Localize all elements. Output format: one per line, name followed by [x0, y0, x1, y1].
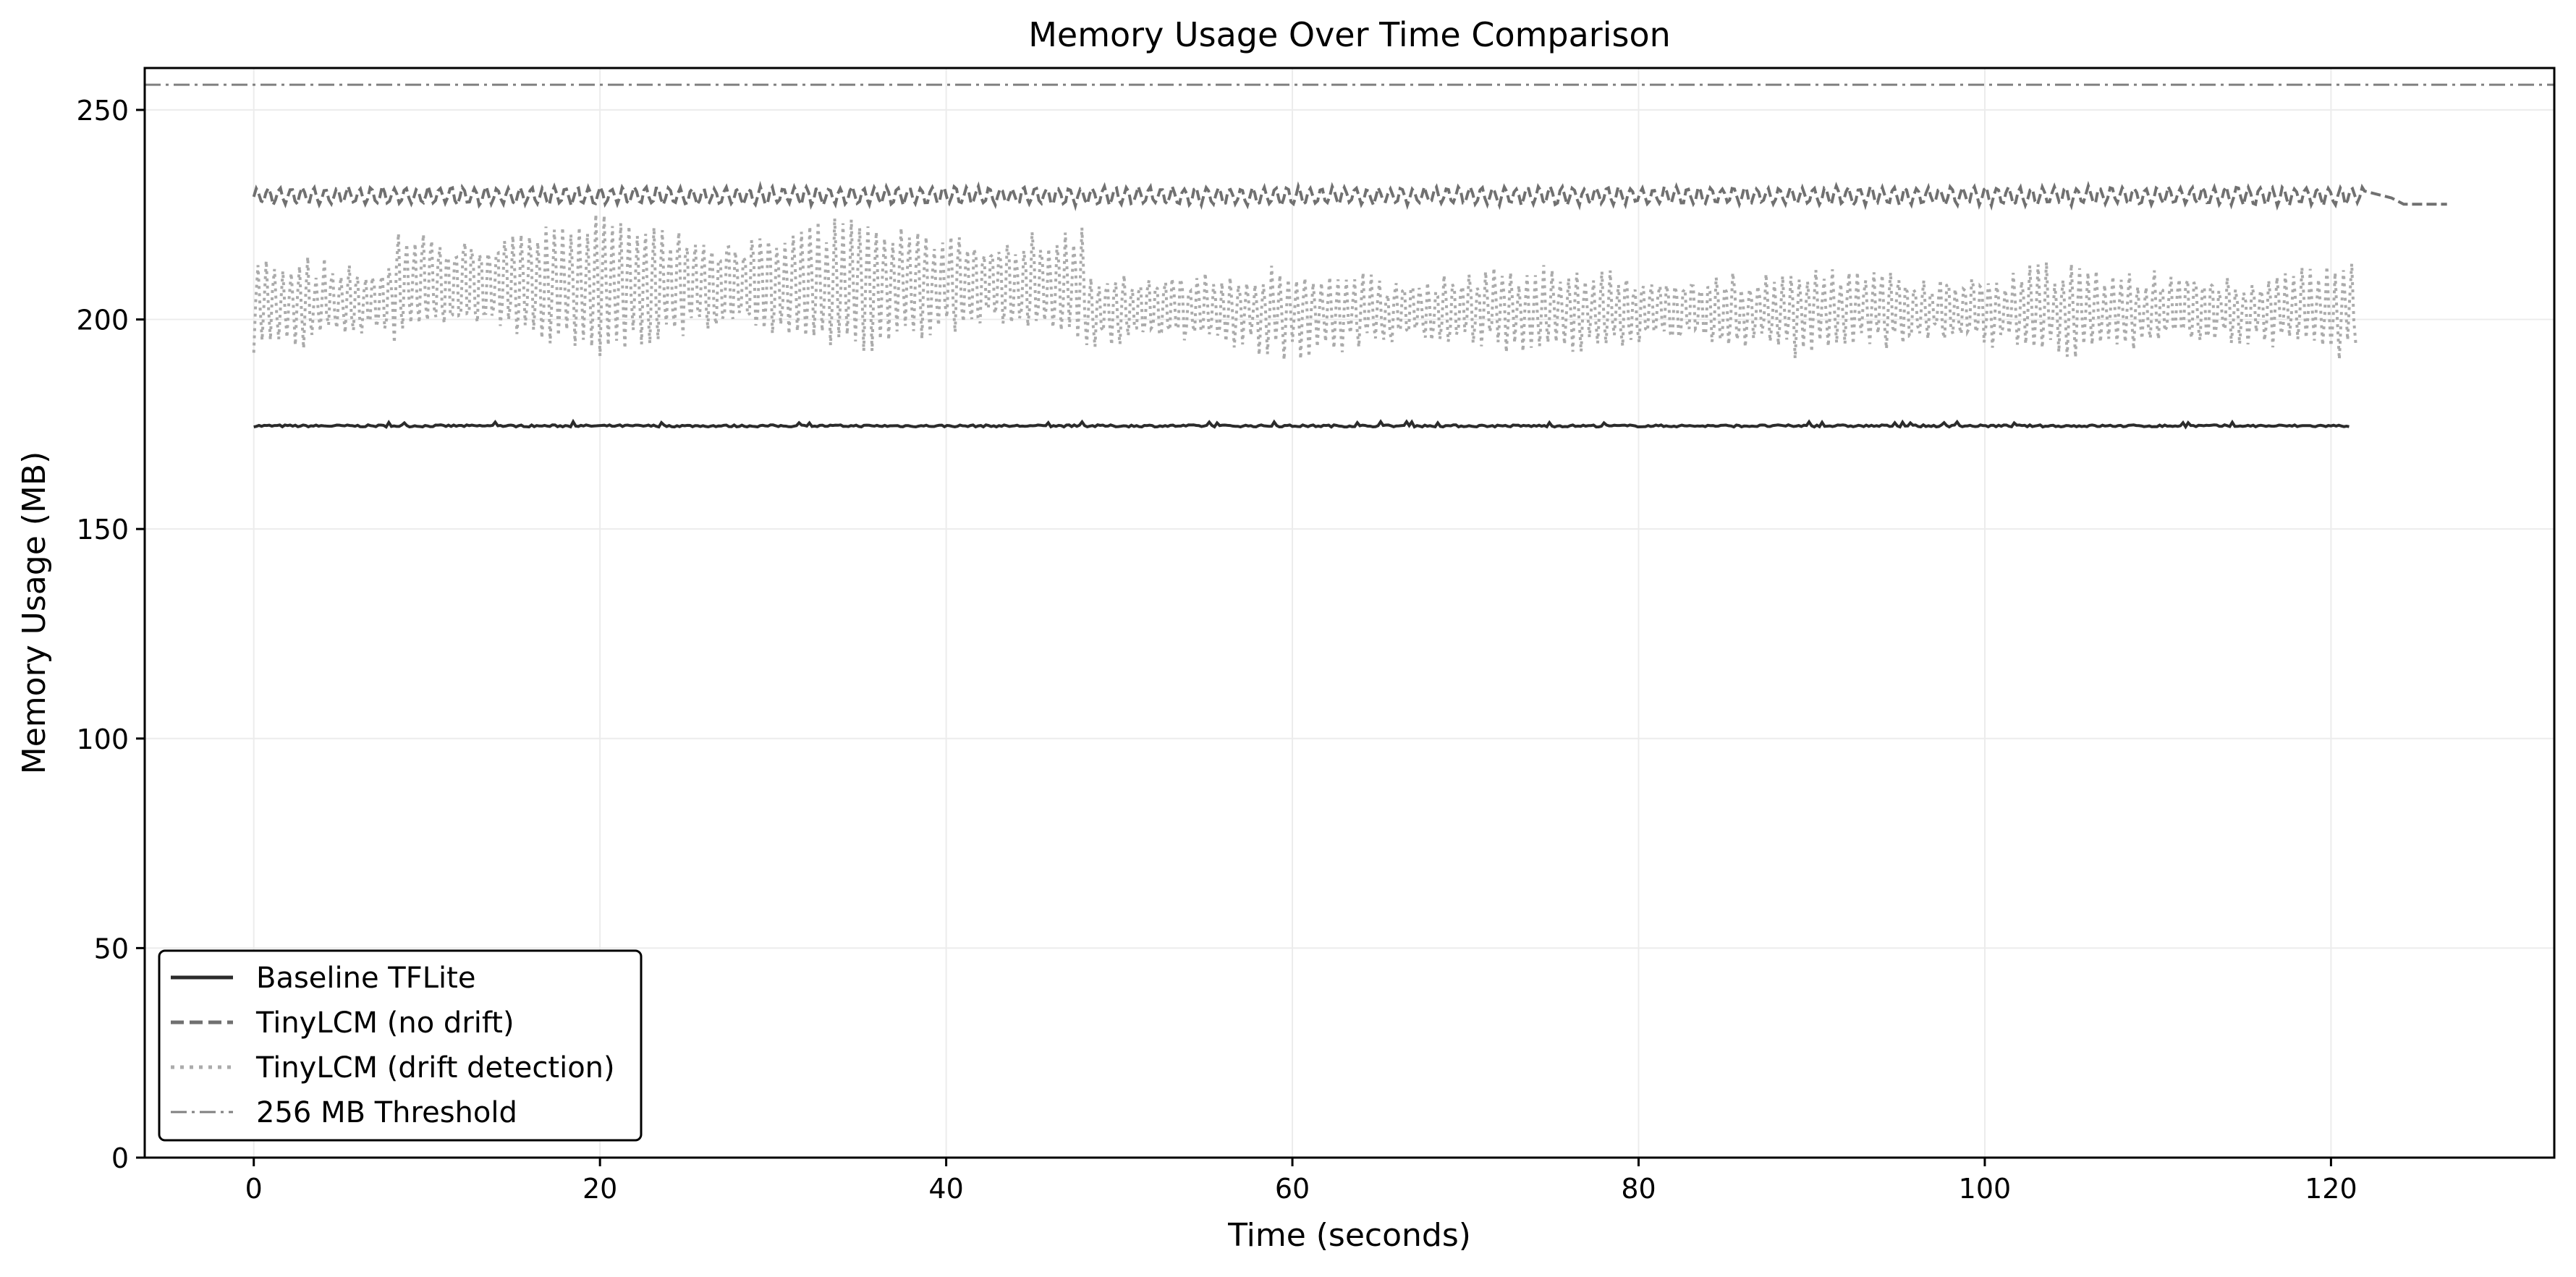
- x-tick-label: 60: [1275, 1173, 1310, 1205]
- x-tick-label: 80: [1621, 1173, 1656, 1205]
- x-tick-label: 40: [928, 1173, 963, 1205]
- chart-title: Memory Usage Over Time Comparison: [1028, 15, 1671, 54]
- legend-label-threshold: 256 MB Threshold: [256, 1096, 517, 1129]
- y-tick-label: 250: [76, 95, 129, 127]
- x-axis-label: Time (seconds): [1227, 1217, 1471, 1254]
- y-tick-label: 100: [76, 724, 129, 755]
- y-tick-label: 50: [94, 933, 129, 964]
- series-line-baseline: [253, 418, 2350, 430]
- x-tick-label: 100: [1959, 1173, 2012, 1205]
- legend-label-baseline: Baseline TFLite: [256, 962, 475, 995]
- legend-label-drift-detection: TinyLCM (drift detection): [255, 1051, 615, 1085]
- y-axis-label: Memory Usage (MB): [16, 451, 53, 775]
- y-tick-label: 0: [111, 1142, 129, 1174]
- x-tick-label: 0: [245, 1173, 263, 1205]
- y-axis-ticks: 0 50 100 150 200 250: [76, 95, 145, 1174]
- x-axis-ticks: 0 20 40 60 80 100 120: [245, 1158, 2357, 1205]
- series-line-no-drift: [252, 180, 2447, 211]
- legend-box: [158, 949, 643, 1142]
- legend-label-no-drift: TinyLCM (no drift): [255, 1006, 514, 1040]
- y-tick-label: 150: [76, 514, 129, 546]
- series-layer: [145, 83, 2554, 430]
- grid-layer: [145, 68, 2554, 1158]
- y-tick-label: 200: [76, 305, 129, 336]
- x-tick-label: 20: [582, 1173, 617, 1205]
- plot-frame: [143, 67, 2556, 1159]
- series-line-drift-detection: [252, 214, 2357, 360]
- legend: Baseline TFLite TinyLCM (no drift) TinyL…: [158, 949, 643, 1142]
- x-tick-label: 120: [2305, 1173, 2357, 1205]
